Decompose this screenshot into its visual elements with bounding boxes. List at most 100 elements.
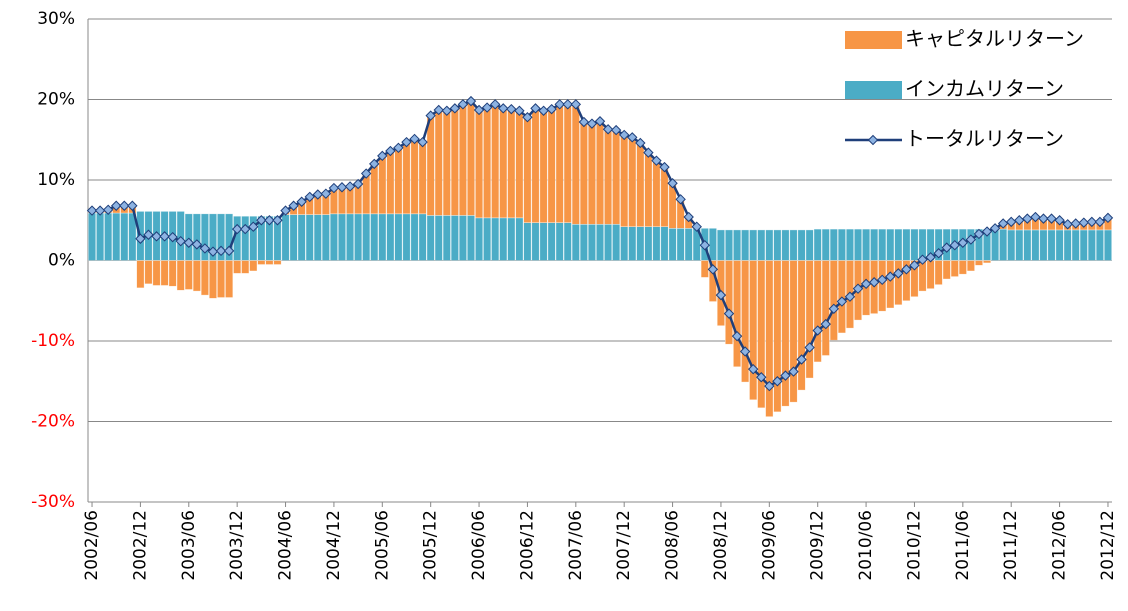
bar-segment xyxy=(450,215,459,261)
line-marker xyxy=(820,318,831,330)
line-marker xyxy=(723,308,735,319)
x-tick-label: 2005/12 xyxy=(421,510,441,581)
bar-segment xyxy=(902,260,911,302)
bar-segment xyxy=(466,100,476,216)
bar-segment xyxy=(176,260,185,291)
bar-segment xyxy=(926,260,935,289)
line-marker xyxy=(885,271,896,282)
bar-segment xyxy=(781,260,790,407)
bar-segment xyxy=(297,214,306,261)
bar-segment xyxy=(249,260,258,272)
bar-segment xyxy=(418,141,427,215)
bar-segment xyxy=(1015,229,1024,261)
x-tick-label: 2008/12 xyxy=(711,510,731,581)
line-marker xyxy=(183,237,194,248)
bar-segment xyxy=(410,213,419,261)
x-tick-label: 2003/06 xyxy=(179,510,199,581)
line-marker xyxy=(465,95,477,107)
x-tick-label: 2011/06 xyxy=(953,510,973,581)
legend-swatch xyxy=(845,31,902,49)
line-marker xyxy=(215,245,227,257)
y-tick-label: 30% xyxy=(37,9,75,29)
bar-segment xyxy=(499,217,508,261)
bar-segment xyxy=(1087,229,1096,261)
bar-segment xyxy=(329,213,338,261)
line-marker xyxy=(352,178,364,190)
bar-segment xyxy=(765,260,774,417)
bar-segment xyxy=(362,173,371,215)
line-marker xyxy=(610,124,622,136)
bar-segment xyxy=(660,226,669,261)
bar-segment xyxy=(104,212,113,261)
line-marker xyxy=(1030,211,1041,223)
bar-segment xyxy=(192,260,201,292)
bar-segment xyxy=(999,228,1008,261)
line-marker xyxy=(675,194,686,205)
bar-segment xyxy=(966,228,975,261)
bar-segment xyxy=(587,123,596,225)
x-tick-label: 2010/06 xyxy=(856,510,876,581)
line-marker xyxy=(320,188,332,199)
line-marker xyxy=(1062,219,1073,230)
line-marker xyxy=(756,372,767,383)
line-marker xyxy=(876,274,888,286)
line-marker xyxy=(111,200,122,211)
line-marker xyxy=(780,370,791,381)
bar-segment xyxy=(442,215,451,261)
bar-segment xyxy=(523,116,532,223)
line-marker xyxy=(506,103,517,115)
bar-segment xyxy=(273,260,282,265)
bar-segment xyxy=(200,260,209,296)
x-tick-label: 2011/12 xyxy=(1001,510,1021,581)
bar-segment xyxy=(708,228,717,261)
line-marker xyxy=(369,158,380,170)
bar-segment xyxy=(724,229,734,261)
bar-segment xyxy=(1031,229,1040,261)
x-tick-label: 2002/12 xyxy=(130,510,150,581)
bar-segment xyxy=(362,213,371,261)
bar-segment xyxy=(894,228,903,261)
bar-segment xyxy=(257,260,266,265)
line-marker xyxy=(119,200,130,211)
line-marker xyxy=(739,346,751,357)
bar-segment xyxy=(491,217,500,261)
bar-segment xyxy=(370,163,379,215)
bar-segment xyxy=(96,212,105,261)
line-marker xyxy=(1038,213,1049,224)
bar-segment xyxy=(773,260,782,413)
bar-segment xyxy=(1007,229,1016,261)
line-marker xyxy=(264,215,275,226)
line-marker xyxy=(417,136,428,148)
line-marker xyxy=(191,239,203,250)
line-marker xyxy=(102,204,114,215)
x-tick-label: 2012/12 xyxy=(1098,510,1118,581)
bar-segment xyxy=(386,213,395,261)
bar-segment xyxy=(547,108,556,223)
bar-segment xyxy=(1047,229,1056,261)
bar-segment xyxy=(1095,229,1104,261)
bar-segment xyxy=(378,213,387,261)
bar-segment xyxy=(241,215,250,261)
line-marker xyxy=(933,248,944,259)
line-marker xyxy=(328,182,340,194)
bar-segment xyxy=(636,226,645,261)
bar-segment xyxy=(733,260,742,368)
bar-segment xyxy=(741,260,750,383)
bar-segment xyxy=(208,260,217,299)
line-marker xyxy=(1054,215,1065,226)
line-marker xyxy=(683,211,694,223)
bar-segment xyxy=(644,152,653,227)
bar-segment xyxy=(974,260,983,266)
line-marker xyxy=(788,366,799,377)
bar-segment xyxy=(854,228,863,261)
line-marker xyxy=(1078,217,1089,228)
line-marker xyxy=(530,103,541,114)
bar-segment xyxy=(160,260,169,286)
x-tick-label: 2009/12 xyxy=(808,510,828,581)
bar-segment xyxy=(781,229,790,261)
line-marker xyxy=(449,103,461,114)
line-marker xyxy=(981,226,993,237)
y-tick-label: -10% xyxy=(31,331,75,351)
bar-segment xyxy=(466,215,476,261)
line-marker xyxy=(127,200,138,211)
